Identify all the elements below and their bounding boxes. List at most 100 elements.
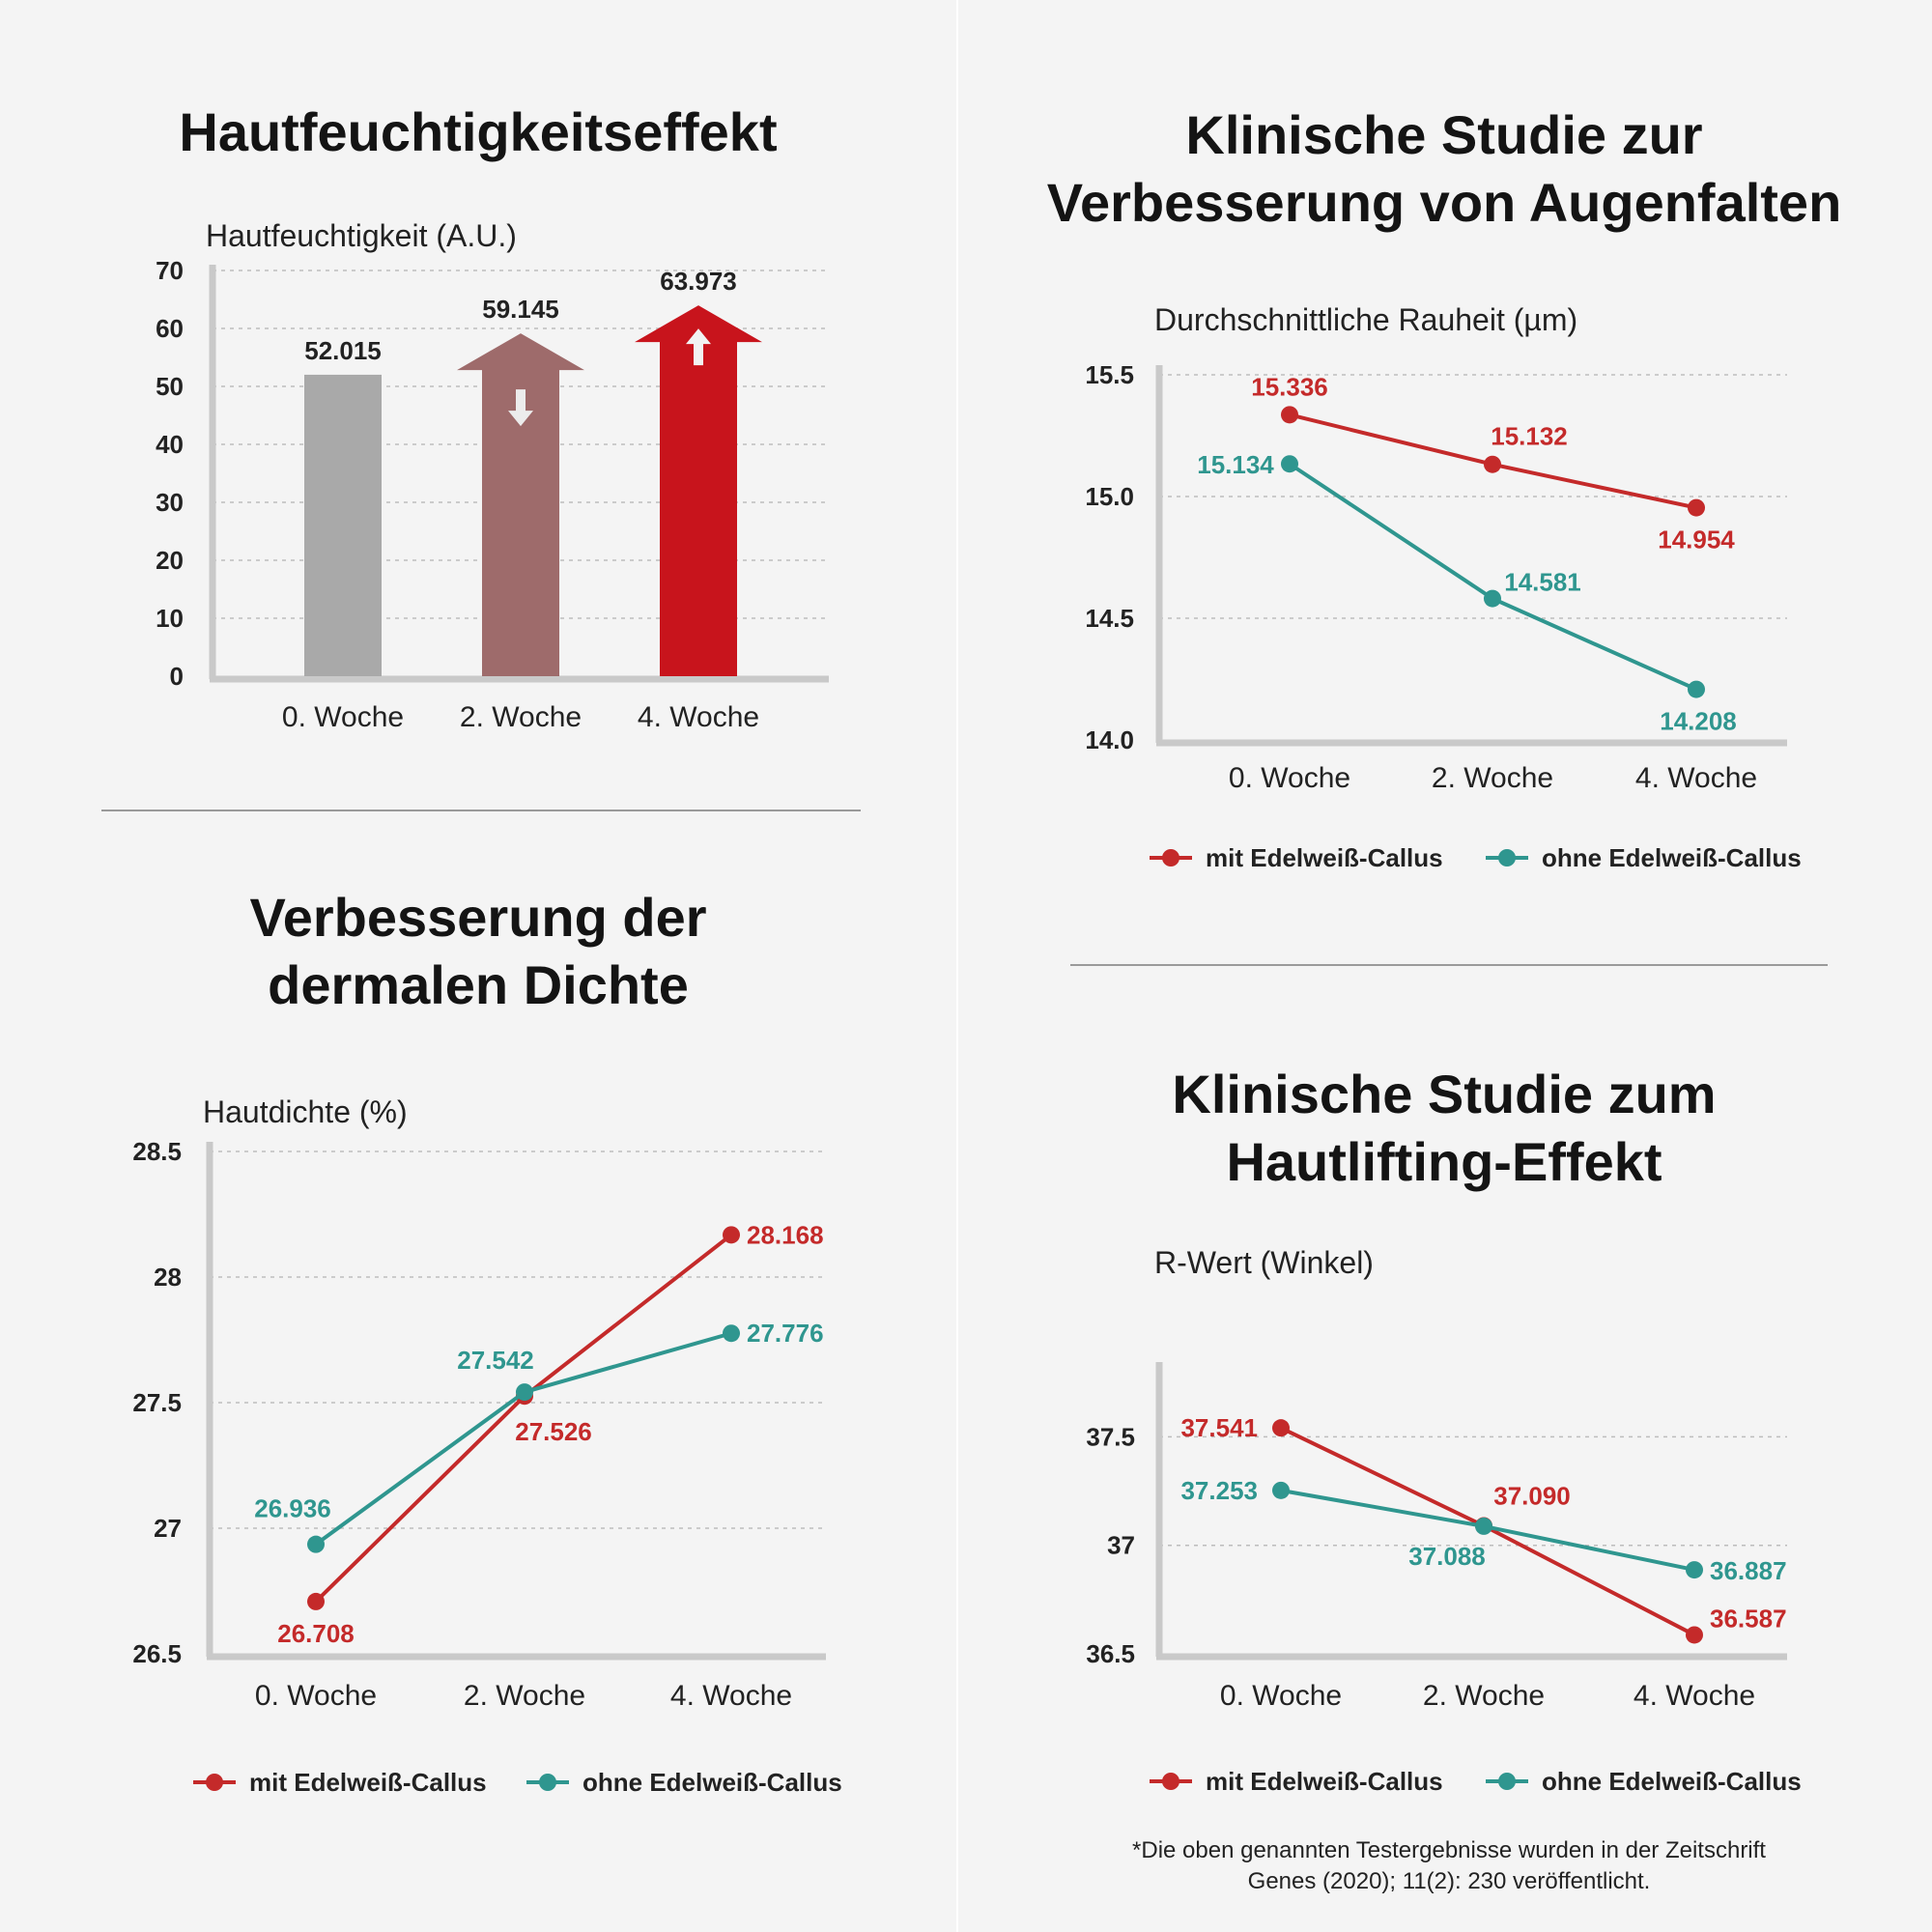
y-tick-label: 26.5 [132,1639,182,1668]
y-tick-label: 14.5 [1085,604,1134,633]
footnote: *Die oben genannten Testergebnisse wurde… [1063,1835,1835,1897]
data-label: 27.776 [747,1319,824,1348]
bar [635,305,762,676]
data-point [1686,1626,1703,1644]
y-tick-label: 14.0 [1085,725,1134,754]
bar [304,374,382,676]
data-label: 15.336 [1251,372,1328,401]
wrinkle-title: Klinische Studie zur Verbesserung von Au… [956,101,1932,237]
data-label: 15.134 [1197,450,1274,479]
density-title: Verbesserung der dermalen Dichte [0,884,956,1019]
data-point [1475,1517,1492,1535]
moisture-panel: Hautfeuchtigkeitseffekt Hautfeuchtigkeit… [0,0,956,811]
data-label: 37.090 [1493,1481,1571,1510]
lifting-title: Klinische Studie zum Hautlifting-Effekt [956,1061,1932,1196]
bar [457,333,584,676]
data-point [1686,1561,1703,1579]
legend-label: mit Edelweiß-Callus [1206,1767,1443,1796]
data-point [1484,455,1501,473]
wrinkle-title-line2: Verbesserung von Augenfalten [1046,172,1842,233]
data-label: 37.541 [1180,1413,1258,1442]
data-point [1688,498,1705,517]
data-label: 14.954 [1658,526,1735,554]
y-tick-label: 50 [156,372,184,401]
data-label: 59.145 [482,295,559,324]
lifting-title-line2: Hautlifting-Effekt [1226,1131,1662,1192]
y-tick-label: 36.5 [1086,1639,1135,1668]
legend-label: mit Edelweiß-Callus [1206,843,1443,872]
data-label: 63.973 [660,267,737,296]
y-tick-label: 27.5 [132,1388,182,1417]
data-label: 37.253 [1180,1476,1258,1505]
y-axis-label: Hautfeuchtigkeit (A.U.) [206,218,517,253]
lifting-panel: Klinische Studie zum Hautlifting-Effekt … [956,966,1932,1932]
data-label: 52.015 [304,336,382,365]
legend-label: ohne Edelweiß-Callus [1542,1767,1802,1796]
data-label: 36.587 [1710,1604,1787,1633]
legend-label: mit Edelweiß-Callus [249,1768,487,1797]
wrinkle-title-line1: Klinische Studie zur [1185,104,1703,165]
density-panel: Verbesserung der dermalen Dichte Hautdic… [0,811,956,1932]
x-tick-label: 2. Woche [464,1680,585,1712]
right-divider [1070,964,1828,966]
x-tick-label: 4. Woche [638,701,759,733]
data-point [307,1535,325,1553]
y-tick-label: 15.0 [1085,482,1134,511]
arrow-up-icon [686,328,711,366]
data-point [1484,589,1501,608]
x-tick-label: 0. Woche [1229,762,1350,794]
data-point [516,1383,533,1402]
y-tick-label: 0 [170,662,184,691]
x-tick-label: 4. Woche [670,1680,792,1712]
data-point [1272,1481,1290,1499]
legend-marker [539,1774,556,1791]
y-tick-label: 15.5 [1085,360,1134,389]
x-tick-label: 0. Woche [255,1680,377,1712]
footnote-line2: Genes (2020); 11(2): 230 veröffentlicht. [1247,1868,1651,1894]
y-tick-label: 70 [156,256,184,285]
data-label: 28.168 [747,1220,824,1249]
data-point [723,1226,740,1244]
y-tick-label: 20 [156,546,184,575]
y-tick-label: 28 [154,1263,182,1292]
data-point [1272,1419,1290,1437]
y-tick-label: 10 [156,604,184,633]
x-tick-label: 4. Woche [1635,762,1757,794]
x-tick-label: 2. Woche [1432,762,1553,794]
y-tick-label: 60 [156,314,184,343]
y-axis-label: Durchschnittliche Rauheit (µm) [1154,302,1577,337]
lifting-chart: R-Wert (Winkel) 36.5 37 37.5 0. Woche 2. Woch… [1086,1245,1802,1796]
data-label: 27.526 [515,1417,592,1446]
left-divider [101,810,861,811]
legend-marker [1498,1773,1516,1790]
data-label: 37.088 [1408,1542,1486,1571]
density-title-line1: Verbesserung der [249,887,707,948]
x-tick-label: 2. Woche [1423,1680,1545,1712]
wrinkle-chart: Durchschnittliche Rauheit (µm) 14.0 14.5 15… [1085,302,1802,872]
density-chart: Hautdichte (%) 26.5 27 27.5 28 28.5 0. Woche 2.… [132,1094,842,1797]
x-tick-label: 4. Woche [1634,1680,1755,1712]
legend-label: ohne Edelweiß-Callus [1542,843,1802,872]
y-tick-label: 30 [156,488,184,517]
y-tick-label: 37 [1107,1531,1135,1560]
y-tick-label: 37.5 [1086,1422,1135,1451]
legend-marker [206,1774,223,1791]
data-point [307,1592,325,1610]
data-point [1281,455,1298,473]
wrinkle-panel: Klinische Studie zur Verbesserung von Au… [956,0,1932,966]
y-axis-label: R-Wert (Winkel) [1154,1245,1374,1280]
legend-label: ohne Edelweiß-Callus [582,1768,842,1797]
data-label: 26.936 [254,1494,331,1523]
legend-marker [1498,849,1516,867]
y-tick-label: 28.5 [132,1137,182,1166]
moisture-chart: Hautfeuchtigkeit (A.U.) 0 10 20 30 40 50 60 70 52… [156,218,829,733]
footnote-line1: *Die oben genannten Testergebnisse wurde… [1132,1837,1766,1863]
legend-marker [1162,1773,1179,1790]
x-tick-label: 0. Woche [1220,1680,1342,1712]
data-label: 15.132 [1491,422,1568,451]
x-tick-label: 2. Woche [460,701,582,733]
data-point [723,1324,740,1343]
column-divider [956,0,958,1932]
legend-marker [1162,849,1179,867]
data-label: 27.542 [457,1346,534,1375]
